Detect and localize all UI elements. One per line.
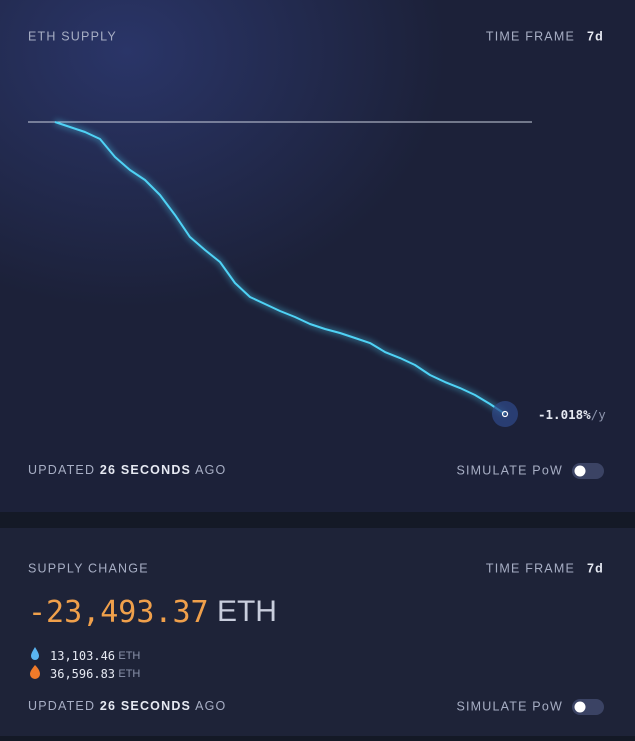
rate-value: -1.018% (538, 407, 591, 422)
burned-amount: 36,596.83 (50, 667, 115, 681)
issued: 13,103.46 ETH (50, 648, 140, 662)
card-title: ETH SUPPLY (28, 29, 117, 43)
end-dot (501, 410, 509, 418)
time-frame[interactable]: 7d (587, 29, 604, 43)
end-halo (492, 401, 518, 427)
supply-card (0, 0, 635, 512)
time-frame-label: TIME FRAME (486, 29, 575, 43)
updated-age: 26 SECONDS (100, 463, 191, 477)
supply-change: -23,493.37 ETH (28, 595, 277, 630)
time-frame[interactable]: 7d (587, 561, 604, 575)
unit: ETH (217, 595, 277, 628)
supply-line (54, 121, 506, 415)
updated-prefix: UPDATED (28, 699, 95, 713)
updated-suffix: AGO (195, 699, 226, 713)
time-frame-label: TIME FRAME (486, 561, 575, 575)
rate-unit: /y (591, 407, 607, 422)
change-card (0, 528, 635, 736)
rate: -1.018%/y (538, 407, 606, 422)
burned-unit: ETH (118, 668, 140, 680)
amount: -23,493.37 (28, 595, 209, 630)
toggle-knob (574, 701, 586, 713)
updated: UPDATED 26 SECONDS AGO (28, 699, 226, 713)
updated-age: 26 SECONDS (100, 699, 191, 713)
updated-prefix: UPDATED (28, 463, 95, 477)
droplet-icon (31, 647, 39, 660)
fire-icon (30, 665, 40, 679)
issued-amount: 13,103.46 (50, 649, 115, 663)
toggle-label: SIMULATE PoW (456, 463, 563, 477)
updated-suffix: AGO (195, 463, 226, 477)
toggle-label: SIMULATE PoW (456, 699, 563, 713)
burned: 36,596.83 ETH (50, 666, 140, 680)
card-title: SUPPLY CHANGE (28, 561, 149, 575)
issued-unit: ETH (118, 650, 140, 662)
toggle-knob (574, 465, 586, 477)
updated: UPDATED 26 SECONDS AGO (28, 463, 226, 477)
